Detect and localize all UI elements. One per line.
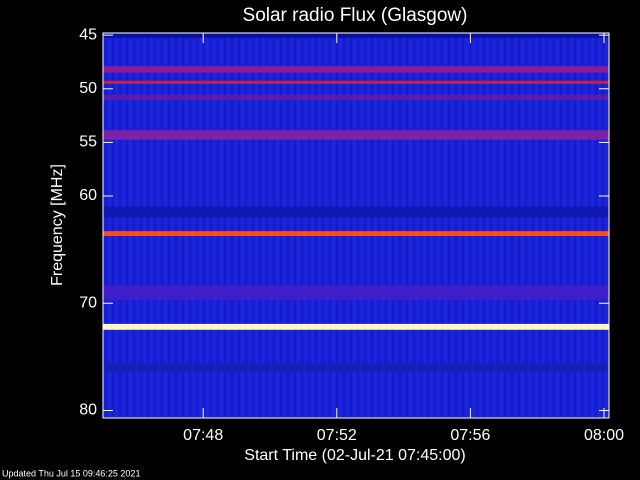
band bbox=[103, 231, 609, 236]
band bbox=[103, 66, 609, 73]
texture bbox=[103, 33, 609, 418]
band bbox=[103, 32, 609, 38]
y-axis-label: Frequency [MHz] bbox=[49, 164, 66, 286]
x-tick-label: 07:52 bbox=[317, 427, 357, 444]
x-tick-label: 07:48 bbox=[183, 427, 223, 444]
y-tick-label: 55 bbox=[79, 134, 97, 151]
plot-frame bbox=[102, 32, 610, 419]
y-tick-label: 60 bbox=[79, 187, 97, 204]
footer: Updated Thu Jul 15 09:46:25 2021 bbox=[2, 468, 140, 478]
y-tick-label: 50 bbox=[79, 80, 97, 97]
x-axis-label: Start Time (02-Jul-21 07:45:00) bbox=[244, 447, 465, 464]
y-tick-label: 45 bbox=[79, 26, 97, 43]
band bbox=[103, 323, 609, 330]
band bbox=[103, 80, 609, 84]
x-tick-label: 07:56 bbox=[450, 427, 490, 444]
band bbox=[103, 206, 609, 218]
y-tick-label: 70 bbox=[79, 294, 97, 311]
band bbox=[103, 363, 609, 372]
band bbox=[103, 130, 609, 140]
x-tick-label: 08:00 bbox=[584, 427, 624, 444]
y-tick-label: 80 bbox=[79, 402, 97, 419]
band bbox=[103, 285, 609, 301]
chart-title: Solar radio Flux (Glasgow) bbox=[243, 5, 468, 26]
band bbox=[103, 94, 609, 101]
